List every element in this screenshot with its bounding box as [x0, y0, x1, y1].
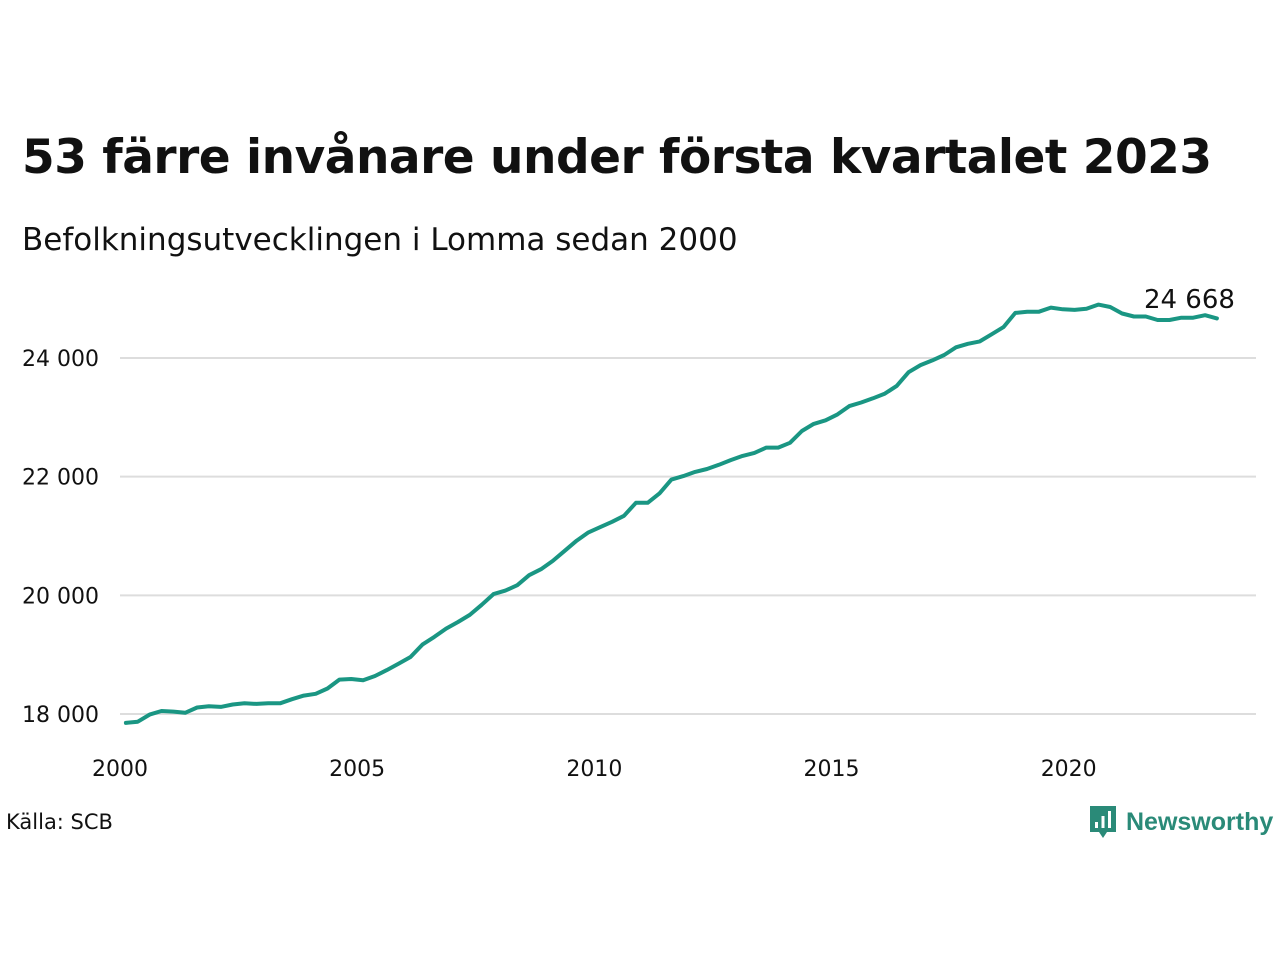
source-note: Källa: SCB	[6, 810, 113, 834]
bar-chart-speech-bubble-icon	[1090, 806, 1116, 838]
x-tick-label: 2015	[804, 757, 860, 782]
chart-title: 53 färre invånare under första kvartalet…	[22, 130, 1212, 185]
brand-name: Newsworthy	[1126, 807, 1274, 836]
x-tick-label: 2010	[566, 757, 622, 782]
end-value-label: 24 668	[1144, 285, 1235, 315]
x-tick-label: 2000	[92, 757, 148, 782]
y-tick-label: 20 000	[22, 584, 99, 609]
series-line	[123, 302, 1219, 725]
x-tick-label: 2005	[329, 757, 385, 782]
y-tick-label: 24 000	[22, 347, 99, 372]
brand-logo[interactable]: Newsworthy	[1088, 804, 1273, 840]
y-tick-label: 22 000	[22, 466, 99, 491]
x-tick-label: 2020	[1041, 757, 1097, 782]
y-tick-label: 18 000	[22, 703, 99, 728]
chart-subtitle: Befolkningsutvecklingen i Lomma sedan 20…	[22, 222, 738, 258]
